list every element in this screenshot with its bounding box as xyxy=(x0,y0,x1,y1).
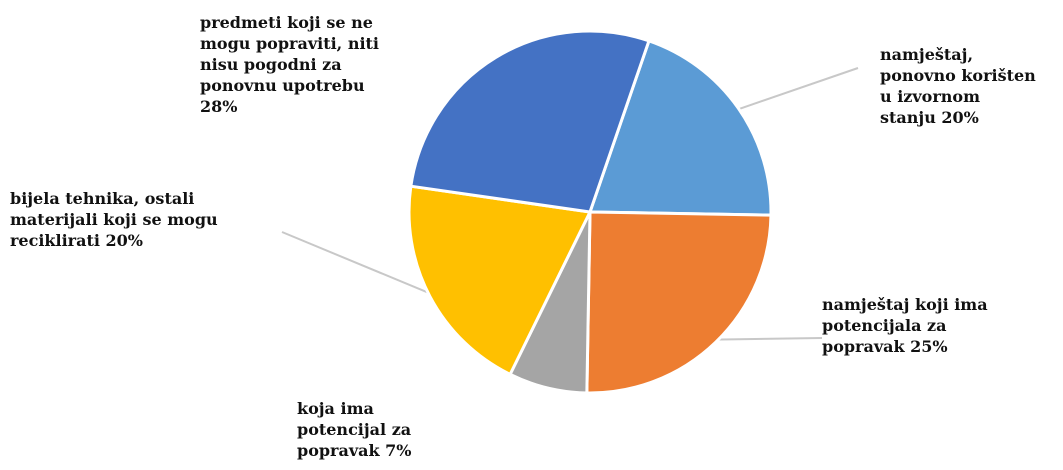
slice-label-repairable-furniture: namještaj koji ima potencijala za poprav… xyxy=(822,295,988,356)
pie-slice-unrepairable-items xyxy=(409,29,651,214)
leader-line-recyclable-materials xyxy=(281,231,434,296)
pie-slices xyxy=(407,29,773,395)
slice-label-recyclable-materials: bijela tehnika, ostali materijali koji s… xyxy=(10,189,218,250)
slice-label-reused-furniture: namještaj, ponovno korišten u izvornom s… xyxy=(880,45,1036,127)
leader-line-repairable-furniture xyxy=(713,337,823,341)
leader-lines xyxy=(281,67,859,341)
leader-line-reused-furniture xyxy=(734,67,859,112)
slice-label-unrepairable-items: predmeti koji se ne mogu popraviti, niti… xyxy=(200,13,379,116)
pie-slice-repairable-furniture xyxy=(585,210,773,395)
pie-slice-recyclable-materials xyxy=(407,184,592,376)
slice-label-repairable-appliances: koja ima potencijal za popravak 7% xyxy=(297,399,412,460)
